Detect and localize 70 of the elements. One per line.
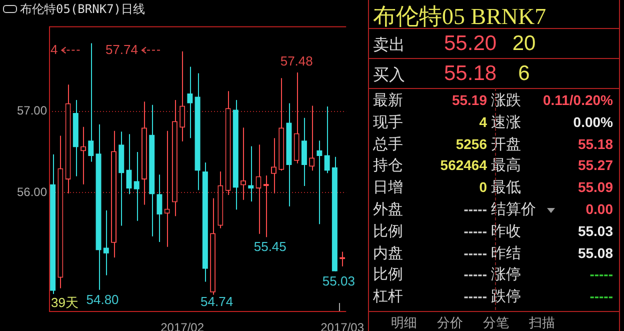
text: 比例 xyxy=(373,222,403,241)
text: 5256 xyxy=(456,136,487,152)
text: 卖出 xyxy=(373,36,405,56)
text: ----- xyxy=(590,288,613,304)
candlestick xyxy=(309,105,315,172)
text: 现手 xyxy=(373,112,403,132)
text: 55.27 xyxy=(578,157,613,174)
text: 55.18 xyxy=(444,62,497,86)
annotation: 4 xyxy=(50,42,58,57)
annotation: 57.74 xyxy=(105,42,138,57)
text: 布伦特05 BRNK7 xyxy=(373,3,546,31)
text: 分笔 xyxy=(483,314,509,331)
text: 最新 xyxy=(373,91,403,110)
text: 买入 xyxy=(373,66,405,86)
text: 55.03 xyxy=(578,222,613,239)
text: 分价 xyxy=(437,314,463,331)
annotation: 39天 xyxy=(51,295,78,310)
candlestick xyxy=(263,174,269,238)
annotation: 55.45 xyxy=(254,239,286,254)
text: 最低 xyxy=(491,178,521,198)
candlestick xyxy=(271,138,276,194)
candlestick xyxy=(324,106,330,174)
candlestick xyxy=(316,140,322,225)
text: 20 xyxy=(512,32,536,55)
candlestick xyxy=(256,144,262,234)
candlestick xyxy=(248,146,254,202)
candlestick xyxy=(88,42,94,162)
candlestick xyxy=(187,66,193,139)
text: ----- xyxy=(464,222,487,239)
annotation: 55.03 xyxy=(322,273,355,288)
text: 速涨 xyxy=(491,112,521,132)
text: 持仓 xyxy=(373,156,403,176)
text: ----- xyxy=(464,201,487,217)
text: 55.18 xyxy=(578,136,613,152)
text: 4 xyxy=(479,114,487,130)
text: 跌停 xyxy=(491,287,521,306)
text: 55.19 xyxy=(452,92,487,108)
text: 55.20 xyxy=(444,32,497,56)
candlestick xyxy=(156,174,162,243)
text: ----- xyxy=(590,266,613,282)
text: 外盘 xyxy=(373,200,403,219)
text: 内盘 xyxy=(373,244,403,263)
text: 55.09 xyxy=(578,179,613,196)
candlestick xyxy=(103,210,109,276)
text: ----- xyxy=(464,288,487,304)
text: 杠杆 xyxy=(373,287,403,306)
text: 比例 xyxy=(373,265,403,284)
y-tick-label: 56.00 xyxy=(16,184,48,199)
y-tick-label: 57.00 xyxy=(16,104,48,118)
text: 55.08 xyxy=(578,244,613,261)
text: 0.00 xyxy=(586,201,613,217)
text: 总手 xyxy=(373,134,403,154)
candlestick xyxy=(134,151,140,222)
text: ----- xyxy=(464,266,487,282)
text: 明细 xyxy=(391,314,417,331)
text: 6 xyxy=(518,62,530,85)
chart-title: 布伦特05(BRNK7)日线 xyxy=(20,1,146,18)
text: 0 xyxy=(479,179,487,196)
text: 0.00% xyxy=(573,114,613,130)
text: 562464 xyxy=(440,157,487,174)
text: 结算价 xyxy=(491,200,536,219)
text: 0.11/0.20% xyxy=(542,92,613,108)
candlestick xyxy=(126,134,132,195)
annotation: 54.74 xyxy=(200,294,234,310)
text: 扫描 xyxy=(529,314,555,331)
candlestick xyxy=(180,50,186,142)
text: ----- xyxy=(464,244,487,261)
annotation: 54.80 xyxy=(86,292,119,307)
text: 日增 xyxy=(373,178,403,198)
annotation: 57.48 xyxy=(280,54,313,69)
